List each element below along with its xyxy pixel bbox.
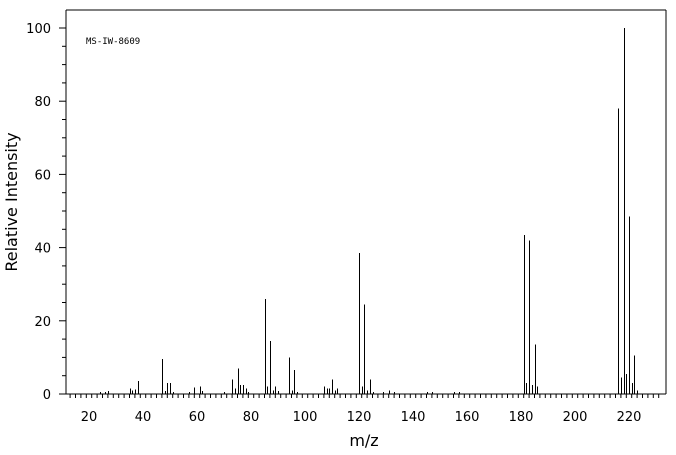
- y-tick-label: 60: [34, 168, 51, 183]
- plot-frame: [65, 9, 667, 395]
- x-tick-label: 200: [563, 410, 588, 425]
- y-tick-label: 80: [34, 95, 51, 110]
- x-tick-label: 80: [243, 410, 260, 425]
- y-tick-label: 20: [34, 315, 51, 330]
- peak-bars: [100, 28, 638, 394]
- x-tick-label: 20: [81, 410, 98, 425]
- axis-ticks: [59, 27, 660, 398]
- x-tick-label: 160: [455, 410, 480, 425]
- x-tick-label: 220: [617, 410, 642, 425]
- x-tick-label: 60: [189, 410, 206, 425]
- chart-title: MS-IW-8609: [86, 37, 140, 47]
- y-tick-label: 40: [34, 242, 51, 257]
- y-axis-label: Relative Intensity: [2, 132, 21, 271]
- x-tick-label: 40: [135, 410, 152, 425]
- axis-tick-labels: 20 40 60 80 100 120 140 160 180 200 220 0 20 40 60 80 10…: [26, 22, 641, 425]
- x-axis-label: m/z: [349, 431, 378, 450]
- x-tick-label: 140: [401, 410, 426, 425]
- x-tick-label: 100: [293, 410, 318, 425]
- x-tick-label: 120: [347, 410, 372, 425]
- y-tick-label: 100: [26, 22, 51, 37]
- x-tick-label: 180: [509, 410, 534, 425]
- y-tick-label: 0: [43, 388, 51, 403]
